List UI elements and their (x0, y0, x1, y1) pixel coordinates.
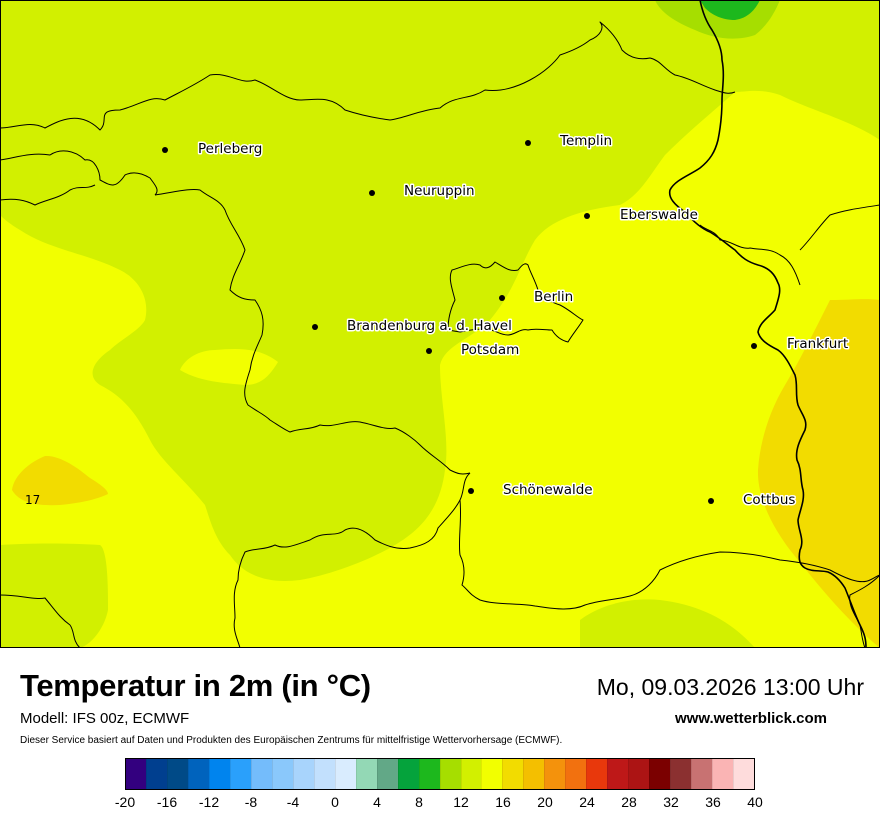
city-dot (426, 348, 432, 354)
legend-tick-label: 12 (453, 794, 469, 810)
legend-swatch (187, 759, 209, 789)
svg-text:Berlin: Berlin (534, 289, 573, 305)
legend-swatch (691, 759, 713, 789)
city-dot (468, 488, 474, 494)
legend-swatch (712, 759, 734, 789)
legend-swatch (166, 759, 188, 789)
legend-tick-label: 0 (331, 794, 339, 810)
svg-text:Templin: Templin (559, 133, 612, 149)
legend-swatch (607, 759, 629, 789)
city-dot (312, 324, 318, 330)
legend-tick-label: 8 (415, 794, 423, 810)
disclaimer: Dieser Service basiert auf Daten und Pro… (20, 735, 563, 746)
city-dot (499, 295, 505, 301)
color-legend (125, 758, 755, 790)
legend-ticks: -20 -16 -12 -8 -4 0 4 8 12 16 20 24 28 32 36 40 (0, 794, 880, 814)
legend-tick-label: -16 (156, 794, 178, 810)
page-title: Temperatur in 2m (in °C) (20, 668, 371, 703)
svg-text:Schönewalde: Schönewalde (503, 482, 593, 498)
svg-text:Perleberg: Perleberg (198, 141, 262, 157)
city-label-eberswalde: Eberswalde (620, 207, 698, 223)
city-dot (584, 213, 590, 219)
legend-tick-label: -12 (198, 794, 220, 810)
legend-swatch (397, 759, 419, 789)
legend-tick-label: -8 (244, 794, 258, 810)
svg-text:Potsdam: Potsdam (461, 342, 519, 358)
city-dot (525, 140, 531, 146)
city-markers: Perleberg Perleberg Templin Templin Neur… (162, 132, 850, 510)
city-label-cottbus: Cottbus (743, 492, 795, 508)
band-16-18-west (12, 455, 108, 506)
legend-swatch (523, 759, 545, 789)
national-border (668, 0, 867, 648)
svg-text:Eberswalde: Eberswalde (620, 207, 698, 223)
band-16-18-east (757, 299, 880, 648)
band-14-16-patch-west (180, 349, 278, 385)
legend-tick-label: 4 (373, 794, 381, 810)
legend-swatch (271, 759, 293, 789)
region-borders (0, 21, 880, 648)
city-dot (708, 498, 714, 504)
legend-swatch (145, 759, 167, 789)
band-12-14-north (0, 0, 880, 581)
city-label-berlin: Berlin (534, 289, 573, 305)
legend-tick-label: 36 (705, 794, 721, 810)
city-label-frankfurt: Frankfurt (787, 336, 848, 352)
band-12-14-southwest (0, 543, 108, 648)
legend-swatch (229, 759, 251, 789)
city-label-perleberg: Perleberg (198, 141, 262, 157)
legend-swatch (565, 759, 587, 789)
legend-tick-label: 32 (663, 794, 679, 810)
model-info: Modell: IFS 00z, ECMWF (20, 710, 190, 727)
city-label-potsdam: Potsdam (461, 342, 519, 358)
legend-swatch (670, 759, 692, 789)
map-footer: Temperatur in 2m (in °C) Mo, 09.03.2026 … (0, 648, 880, 830)
city-label-neuruppin: Neuruppin (404, 183, 475, 199)
legend-swatch (418, 759, 440, 789)
legend-swatch (292, 759, 314, 789)
city-dot (369, 190, 375, 196)
svg-text:Frankfurt: Frankfurt (787, 336, 848, 352)
svg-text:Cottbus: Cottbus (743, 492, 795, 508)
legend-tick-label: 24 (579, 794, 595, 810)
legend-swatch (126, 759, 146, 789)
legend-swatch (376, 759, 398, 789)
legend-swatch (208, 759, 230, 789)
legend-swatch (481, 759, 503, 789)
band-8-10-top (700, 0, 760, 20)
band-12-14-south (580, 599, 755, 648)
legend-swatch (250, 759, 272, 789)
legend-swatch (733, 759, 755, 789)
city-dot (751, 343, 757, 349)
legend-tick-label: -20 (114, 794, 136, 810)
legend-swatch (502, 759, 524, 789)
legend-swatch (439, 759, 461, 789)
legend-swatch (628, 759, 650, 789)
site-link[interactable]: www.wetterblick.com (675, 710, 827, 727)
svg-text:Brandenburg a. d. Havel: Brandenburg a. d. Havel (347, 318, 512, 334)
legend-tick-label: 20 (537, 794, 553, 810)
legend-tick-label: 28 (621, 794, 637, 810)
legend-tick-label: 40 (747, 794, 763, 810)
legend-swatch (334, 759, 356, 789)
city-label-templin: Templin (559, 133, 612, 149)
temperature-map: Perleberg Perleberg Templin Templin Neur… (0, 0, 880, 648)
legend-swatch (544, 759, 566, 789)
svg-text:Neuruppin: Neuruppin (404, 183, 475, 199)
legend-swatch (586, 759, 608, 789)
legend-swatch (355, 759, 377, 789)
city-dot (162, 147, 168, 153)
city-label-schoenewalde: Schönewalde (503, 482, 593, 498)
legend-tick-label: 16 (495, 794, 511, 810)
city-label-brandenburg: Brandenburg a. d. Havel (347, 318, 512, 334)
grid-value-label: 17 (25, 493, 40, 507)
forecast-datetime: Mo, 09.03.2026 13:00 Uhr (596, 674, 864, 700)
legend-tick-label: -4 (286, 794, 300, 810)
legend-swatch (460, 759, 482, 789)
legend-swatch (649, 759, 671, 789)
legend-swatch (313, 759, 335, 789)
